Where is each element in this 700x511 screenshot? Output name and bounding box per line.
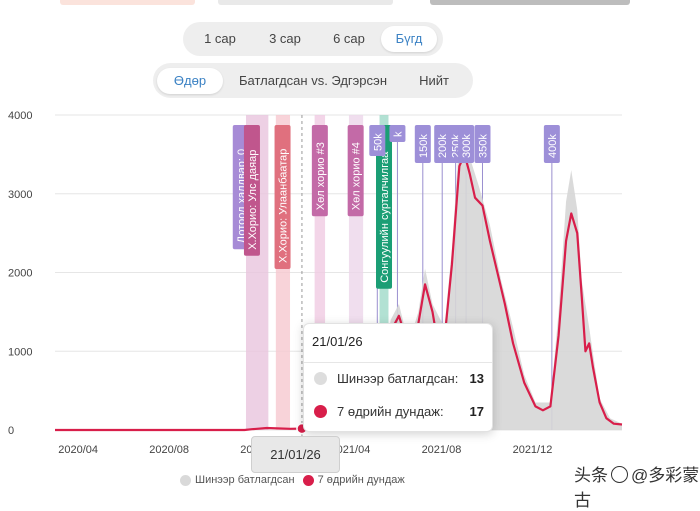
y-tick-label: 0 xyxy=(8,425,14,437)
milestone-label-box xyxy=(369,125,386,156)
x-tick-label: 2021/04 xyxy=(331,444,371,456)
event-label-text: Хөл хорио #4 xyxy=(351,142,363,210)
x-tick-label: 2020/04 xyxy=(58,444,98,456)
milestone-label-text: 50k xyxy=(372,133,384,151)
x-tick-label: 2021/12 xyxy=(513,444,553,456)
milestone-label-box xyxy=(389,125,406,142)
legend-dot-new-cases xyxy=(180,474,191,486)
event-label-text: Х.Хорио: Улс даяар xyxy=(247,150,259,250)
view-tab-daily[interactable]: Өдөр xyxy=(157,67,223,94)
event-label-text: Сонгуулийн сурталчилгаа xyxy=(379,151,391,283)
tooltip-dot-new-cases xyxy=(314,371,327,385)
legend-item-avg[interactable]: 7 өдрийн дундаж xyxy=(302,474,405,486)
range-tab-all[interactable]: Бүгд xyxy=(381,26,437,52)
event-label-text: Хөл хорио #3 xyxy=(315,142,327,210)
x-axis-hover-badge: 21/01/26 xyxy=(251,436,340,473)
legend-item-new-cases[interactable]: Шинээр батлагдсан xyxy=(180,474,295,486)
tooltip-row-new-cases: Шинээр батлагдсан: 13 xyxy=(314,368,484,388)
milestone-label-text: 200k xyxy=(437,134,449,158)
milestone-label-box xyxy=(458,125,475,163)
view-tab-total[interactable]: Нийт xyxy=(419,72,449,88)
tooltip-value-avg: 17 xyxy=(469,403,484,419)
tooltip-date: 21/01/26 xyxy=(312,334,363,349)
y-tick-label: 1000 xyxy=(8,346,32,358)
milestone-label-text: 400k xyxy=(547,134,559,158)
top-color-bar xyxy=(0,0,700,6)
legend-dot-avg xyxy=(302,474,314,486)
event-label-box xyxy=(243,125,260,256)
event-label-text: Х.Хорио: Улаанбаатар xyxy=(278,149,290,263)
view-selector: Өдөр Батлагдсан vs. Эдгэрсэн Нийт xyxy=(153,63,473,98)
event-label-box xyxy=(274,125,291,269)
tooltip-value-new-cases: 13 xyxy=(469,370,484,386)
milestone-label-text: 350k xyxy=(477,134,489,158)
x-tick-label: 2020/08 xyxy=(149,444,189,456)
view-tab-confirmed-vs-recovered[interactable]: Батлагдсан vs. Эдгэрсэн xyxy=(238,72,387,88)
event-label-box xyxy=(311,125,328,217)
tooltip-row-avg: 7 өдрийн дундаж: 17 xyxy=(314,401,484,421)
milestone-label-box xyxy=(474,125,491,163)
range-tab-1-month[interactable]: 1 сар xyxy=(204,31,236,46)
event-label-box xyxy=(347,125,364,217)
tooltip-label-new-cases: Шинээр батлагдсан: xyxy=(337,370,459,386)
milestone-label-box xyxy=(434,125,451,163)
chart-legend: Шинээр батлагдсан 7 өдрийн дундаж xyxy=(180,472,413,488)
y-tick-label: 2000 xyxy=(8,268,32,280)
range-selector: 1 сар 3 сар 6 сар Бүгд xyxy=(183,22,443,56)
milestone-label-box xyxy=(543,125,560,163)
y-tick-label: 3000 xyxy=(8,189,32,201)
milestone-label-box xyxy=(414,125,431,163)
watermark-prefix: 头条 xyxy=(574,466,608,485)
y-tick-label: 4000 xyxy=(8,110,32,122)
watermark: 头条 @多彩蒙古 xyxy=(574,461,700,511)
legend-label-avg: 7 өдрийн дундаж xyxy=(317,474,405,486)
chart-tooltip: 21/01/26 Шинээр батлагдсан: 13 7 өдрийн … xyxy=(303,323,493,432)
range-tab-6-months[interactable]: 6 сар xyxy=(333,31,365,46)
tooltip-dot-avg xyxy=(314,404,327,418)
watermark-logo-icon xyxy=(611,466,628,483)
legend-label-new-cases: Шинээр батлагдсан xyxy=(195,474,295,486)
x-tick-label: 2021/08 xyxy=(422,444,462,456)
tooltip-label-avg: 7 өдрийн дундаж: xyxy=(337,403,444,419)
event-label-box xyxy=(376,125,393,289)
event-band xyxy=(314,115,326,430)
milestone-label-text: 150k xyxy=(418,134,430,158)
milestone-label-text: k xyxy=(392,131,404,137)
range-tab-3-months[interactable]: 3 сар xyxy=(269,31,301,46)
milestone-label-text: 300k xyxy=(461,134,473,158)
